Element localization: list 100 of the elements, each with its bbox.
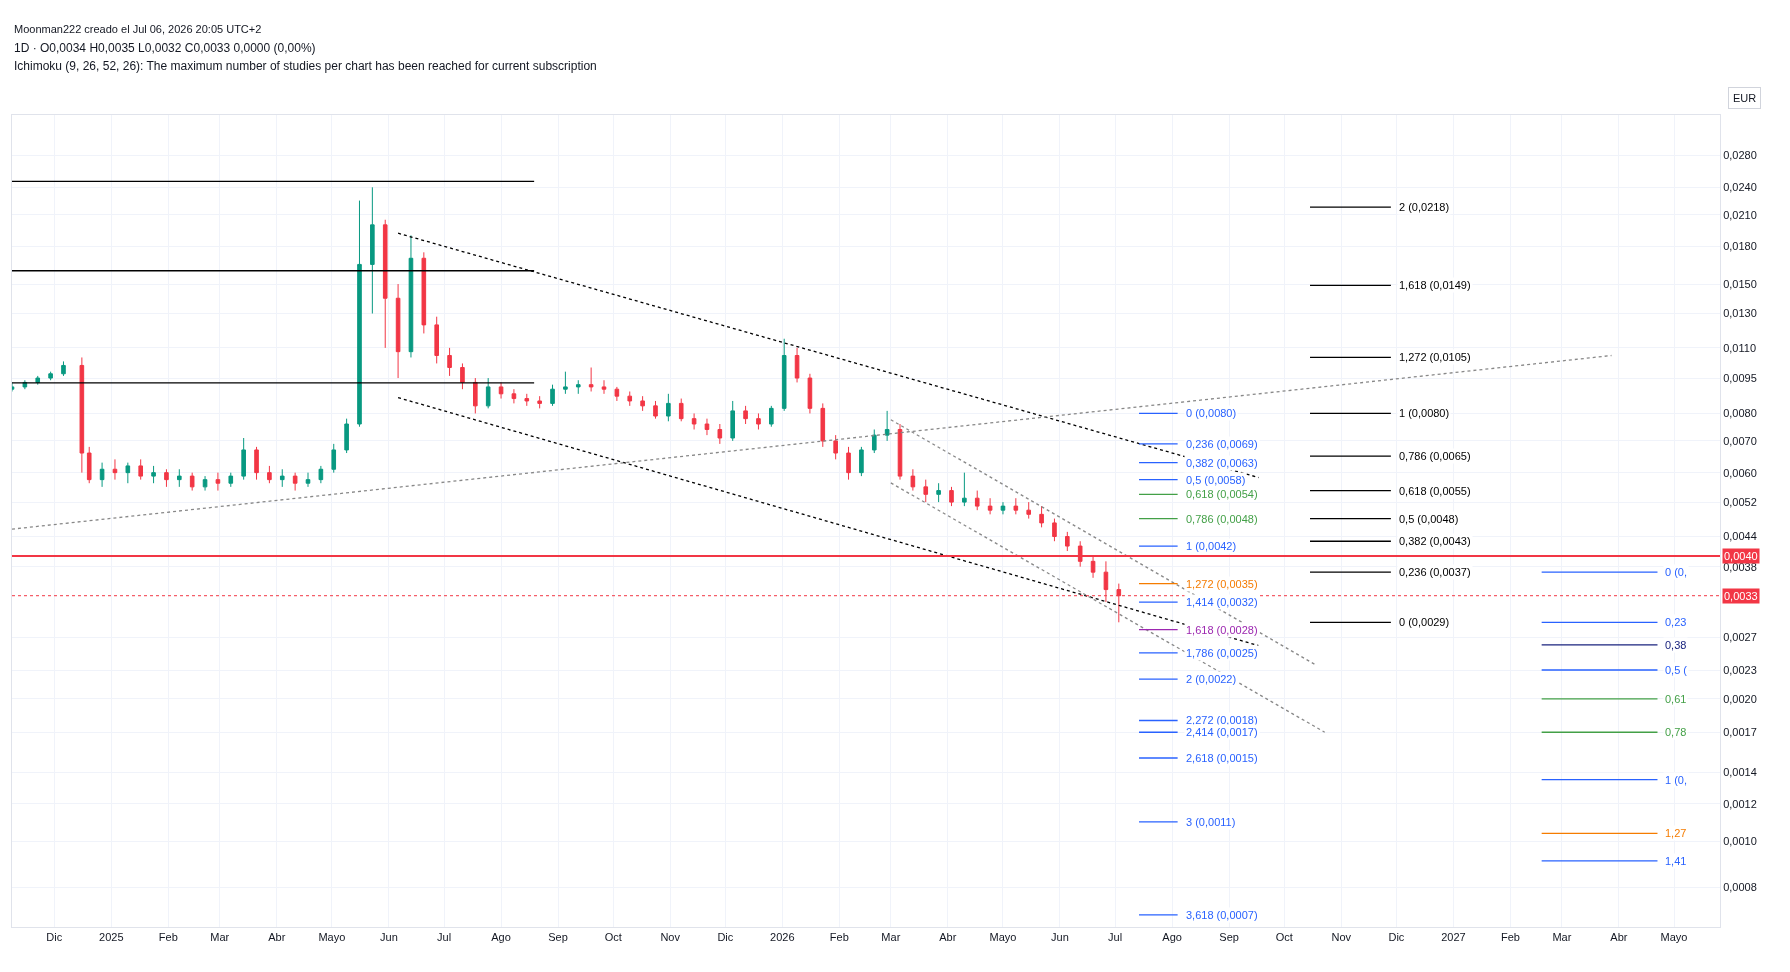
x-tick-label: Oct: [604, 931, 622, 944]
candlestick: [923, 479, 929, 503]
candlestick: [653, 400, 658, 420]
x-tick-label: 2025: [99, 931, 124, 944]
series-label: 3 (0,0011): [1186, 816, 1236, 828]
y-axis-title: EUR: [1733, 92, 1757, 104]
series-label: 1,786 (0,0025): [1186, 647, 1258, 659]
candlestick: [987, 497, 993, 515]
candlestick: [267, 465, 272, 484]
series-label: 2 (0,0022): [1186, 673, 1237, 685]
candlestick: [666, 393, 671, 422]
candlestick: [1013, 497, 1019, 515]
candlestick: [717, 423, 723, 445]
x-tick-label: Nov: [660, 931, 681, 944]
candlestick: [884, 410, 890, 442]
candlestick: [357, 200, 362, 428]
candlestick: [370, 186, 375, 314]
x-tick-label: Mar: [881, 931, 901, 944]
candlestick: [820, 402, 826, 448]
series-label: 0 (0,0029): [1399, 616, 1450, 628]
x-tick-label: Sep: [1219, 931, 1239, 944]
candlestick: [254, 446, 259, 481]
series-label: 0,38: [1665, 639, 1687, 651]
x-tick-label: Ago: [1162, 931, 1182, 944]
y-tick-label: 0,0038: [1723, 560, 1757, 573]
candlestick: [408, 234, 414, 358]
x-tick-label: Jul: [437, 931, 452, 944]
candlestick: [241, 437, 246, 481]
candlestick: [962, 472, 967, 507]
candlestick: [48, 371, 53, 381]
series-label: 1,272 (0,0105): [1399, 351, 1471, 363]
candlestick: [447, 347, 452, 377]
series-label: 0,382 (0,0063): [1186, 457, 1258, 469]
y-tick-label: 0,0023: [1723, 663, 1757, 676]
candlestick: [1026, 501, 1032, 520]
candlestick: [202, 475, 208, 492]
candlestick: [871, 428, 877, 454]
series-label: 0,78: [1665, 726, 1687, 738]
candlestick: [640, 395, 645, 412]
candlestick: [498, 381, 504, 400]
candlestick: [910, 468, 916, 492]
candlestick: [215, 472, 221, 492]
y-tick-label: 0,0210: [1723, 208, 1757, 221]
y-tick-label: 0,0150: [1723, 277, 1757, 290]
series-label: 1,618 (0,0149): [1399, 279, 1471, 291]
x-tick-label: Ago: [491, 931, 511, 944]
candlestick: [743, 405, 748, 425]
candlestick: [614, 386, 620, 402]
x-tick-label: Abr: [939, 931, 957, 944]
x-tick-label: 2027: [1441, 931, 1466, 944]
chart-subtitle: Ichimoku (9, 26, 52, 26): The maximum number of studies per chart has been reached for current subscription: [14, 59, 597, 73]
x-tick-label: Sep: [548, 931, 568, 944]
chart-title: 1D · O0,0034 H0,0035 L0,0032 C0,0033 0,0000 (0,00%): [14, 41, 316, 55]
candlestick: [807, 373, 813, 414]
candlestick: [279, 468, 285, 488]
x-tick-label: Mayo: [318, 931, 346, 944]
candlestick: [974, 490, 980, 511]
series-label: 1,618 (0,0028): [1186, 624, 1258, 636]
candlestick: [305, 472, 311, 488]
candlestick: [859, 446, 864, 477]
y-tick-label: 0,0044: [1723, 530, 1757, 543]
x-tick-label: Mayo: [989, 931, 1017, 944]
candlestick: [563, 371, 568, 395]
series-label: 1,27: [1665, 827, 1687, 839]
series-label: 0,23: [1665, 616, 1687, 628]
candlestick: [949, 486, 954, 507]
x-tick-label: Feb: [829, 931, 849, 944]
series-label: 1,272 (0,0035): [1186, 578, 1258, 590]
candlestick: [395, 283, 401, 379]
series-label: 0,618 (0,0054): [1186, 488, 1258, 500]
series-label: 1 (0,0080): [1399, 407, 1450, 419]
candlestick: [138, 458, 143, 481]
candlestick: [1065, 531, 1070, 552]
candlestick: [1000, 501, 1006, 515]
x-tick-label: Dic: [1388, 931, 1405, 944]
candlestick: [125, 462, 131, 484]
candlestick: [756, 412, 761, 430]
candlestick: [382, 219, 388, 349]
candlestick: [292, 472, 298, 492]
candlestick: [473, 377, 478, 414]
candlestick: [460, 362, 465, 390]
x-tick-label: 2026: [770, 931, 795, 944]
y-tick-label: 0,0012: [1723, 797, 1757, 810]
series-label: 0 (0,: [1665, 566, 1688, 578]
candlestick: [1039, 505, 1044, 528]
x-tick-label: Feb: [158, 931, 178, 944]
series-label: 2,272 (0,0018): [1186, 714, 1258, 726]
series-label: 0,236 (0,0037): [1399, 566, 1471, 578]
text: Moonman222 creado el Jul 06, 2026 20:05 UTC+2: [14, 23, 262, 35]
series-label: 0,5 (: [1665, 664, 1688, 676]
candlestick: [99, 462, 105, 488]
ref-line-label: 0,0040: [1724, 550, 1758, 562]
series-label: 1,414 (0,0032): [1186, 596, 1258, 608]
candlestick: [318, 465, 324, 484]
candlestick: [730, 400, 736, 442]
x-tick-label: Nov: [1331, 931, 1352, 944]
y-tick-label: 0,0052: [1723, 495, 1757, 508]
candlestick: [524, 393, 530, 407]
candlestick: [189, 472, 195, 492]
candlestick: [79, 356, 85, 474]
